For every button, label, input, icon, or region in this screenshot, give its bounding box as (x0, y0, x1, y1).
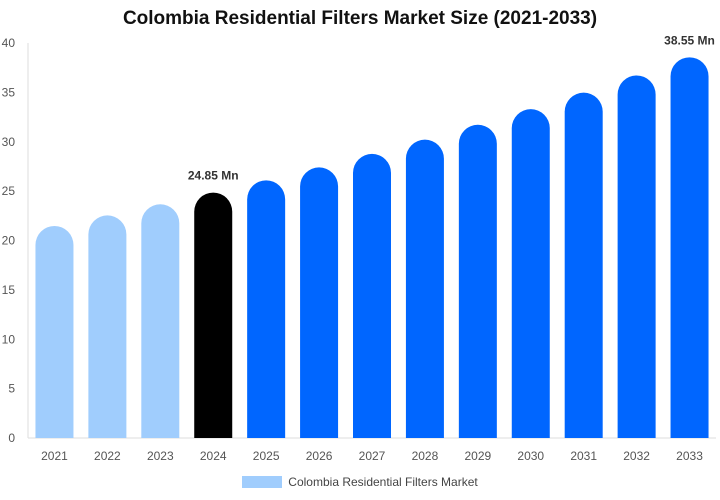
x-tick-label: 2032 (623, 449, 650, 463)
bar-2023 (141, 204, 180, 438)
y-tick-label: 20 (2, 234, 16, 248)
bar-2028 (405, 139, 444, 438)
x-tick-label: 2026 (306, 449, 333, 463)
x-tick-label: 2023 (147, 449, 174, 463)
bar-2032 (617, 75, 656, 439)
x-tick-label: 2024 (200, 449, 227, 463)
bar-2024 (194, 192, 233, 438)
bar-2031 (564, 92, 603, 438)
x-tick-label: 2030 (517, 449, 544, 463)
bar-2021 (35, 225, 74, 438)
y-tick-label: 40 (2, 36, 16, 50)
bar-2029 (458, 124, 497, 438)
x-tick-label: 2025 (253, 449, 280, 463)
legend-swatch (242, 476, 283, 488)
x-tick-label: 2033 (676, 449, 703, 463)
x-tick-label: 2029 (464, 449, 491, 463)
data-label: 24.85 Mn (188, 169, 239, 183)
bar-2030 (511, 109, 550, 438)
legend: Colombia Residential Filters Market (0, 475, 720, 489)
bar-2025 (247, 180, 286, 438)
bar-2027 (353, 153, 391, 439)
y-tick-label: 5 (8, 382, 15, 396)
y-tick-label: 15 (2, 283, 16, 297)
bar-2022 (88, 215, 127, 438)
y-tick-label: 25 (2, 184, 16, 198)
bar-2026 (300, 167, 339, 439)
x-tick-label: 2022 (94, 449, 121, 463)
y-tick-label: 0 (8, 431, 15, 445)
y-tick-label: 30 (2, 135, 16, 149)
data-label: 38.55 Mn (664, 33, 715, 47)
y-tick-label: 35 (2, 85, 16, 99)
x-tick-label: 2027 (359, 449, 386, 463)
chart-title: Colombia Residential Filters Market Size… (122, 8, 598, 29)
x-tick-label: 2028 (412, 449, 439, 463)
x-tick-label: 2031 (570, 449, 597, 463)
legend-label[interactable]: Colombia Residential Filters Market (288, 475, 478, 489)
x-tick-label: 2021 (41, 449, 68, 463)
y-tick-label: 10 (2, 332, 16, 346)
bar-2033 (670, 57, 709, 438)
